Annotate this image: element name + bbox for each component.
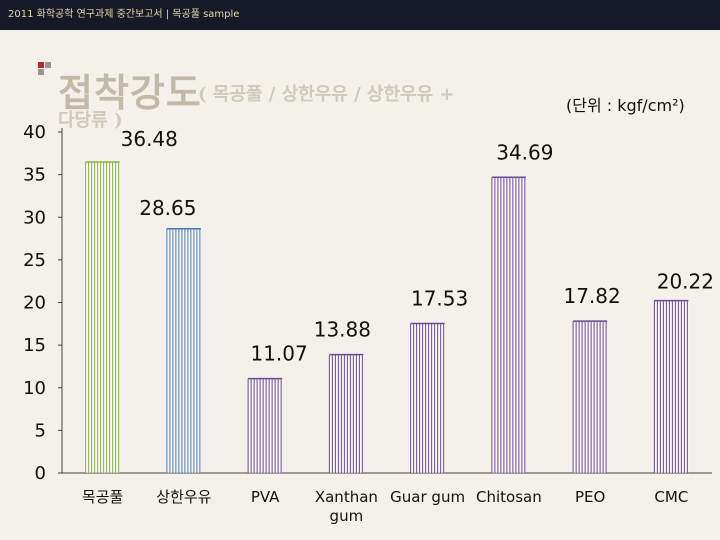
y-tick-label: 0	[35, 463, 46, 484]
unit-label: (단위 : kgf/cm²)	[566, 96, 685, 115]
value-label: 36.48	[121, 127, 178, 151]
bar-fill	[573, 321, 608, 473]
title-bullet-icon	[38, 62, 52, 78]
bar	[491, 176, 526, 473]
bar-fill	[85, 162, 120, 473]
category-label: gum	[330, 507, 364, 525]
category-label: CMC	[654, 488, 688, 506]
bar	[247, 377, 283, 473]
y-tick-label: 10	[23, 378, 46, 399]
category-label: 상한우유	[156, 488, 211, 506]
y-tick-label: 40	[23, 122, 46, 143]
slide-title: 접착강도	[58, 70, 202, 115]
y-tick-label: 35	[23, 165, 46, 186]
slide-subtitle-line1: ( 목공풀 / 상한우유 / 상한우유 +	[198, 84, 455, 105]
category-label: 목공풀	[82, 488, 123, 506]
value-label: 17.82	[563, 284, 620, 308]
value-label: 13.88	[314, 318, 371, 342]
slide-subtitle-line2: 다당류 )	[58, 110, 123, 131]
category-label: PVA	[251, 488, 280, 506]
y-tick-label: 5	[35, 420, 46, 441]
value-label: 34.69	[496, 140, 553, 164]
y-tick-label: 15	[23, 335, 46, 356]
bar-fill	[248, 378, 283, 473]
bar	[85, 161, 120, 473]
y-tick-label: 30	[23, 207, 46, 228]
y-tick-labels: 0 5 10 15 20 25 30 35 40	[23, 122, 62, 484]
value-label: 20.22	[657, 270, 714, 294]
bar-fill	[410, 323, 445, 473]
category-label: Xanthan	[315, 488, 378, 506]
bar	[653, 299, 689, 473]
chart-bars	[85, 161, 689, 473]
value-label: 17.53	[411, 287, 468, 311]
value-labels: 36.48 28.65 11.07 13.88 17.53 34.69 17.82 20.22	[121, 127, 714, 366]
y-tick-label: 25	[23, 250, 46, 271]
bar-fill	[329, 354, 364, 473]
value-label: 11.07	[250, 342, 307, 366]
y-tick-label: 20	[23, 293, 46, 314]
bar	[410, 322, 445, 473]
bar-fill	[654, 300, 689, 473]
category-label: PEO	[575, 488, 605, 506]
bar	[166, 228, 201, 473]
bar-fill	[491, 177, 526, 473]
bar-fill	[166, 228, 201, 473]
category-label: Guar gum	[390, 488, 465, 506]
top-banner: 2011 화학공학 연구과제 중간보고서 | 목공풀 sample	[0, 0, 720, 30]
bar	[328, 353, 364, 473]
bar	[572, 320, 608, 473]
category-label: Chitosan	[476, 488, 542, 506]
value-label: 28.65	[139, 196, 196, 220]
